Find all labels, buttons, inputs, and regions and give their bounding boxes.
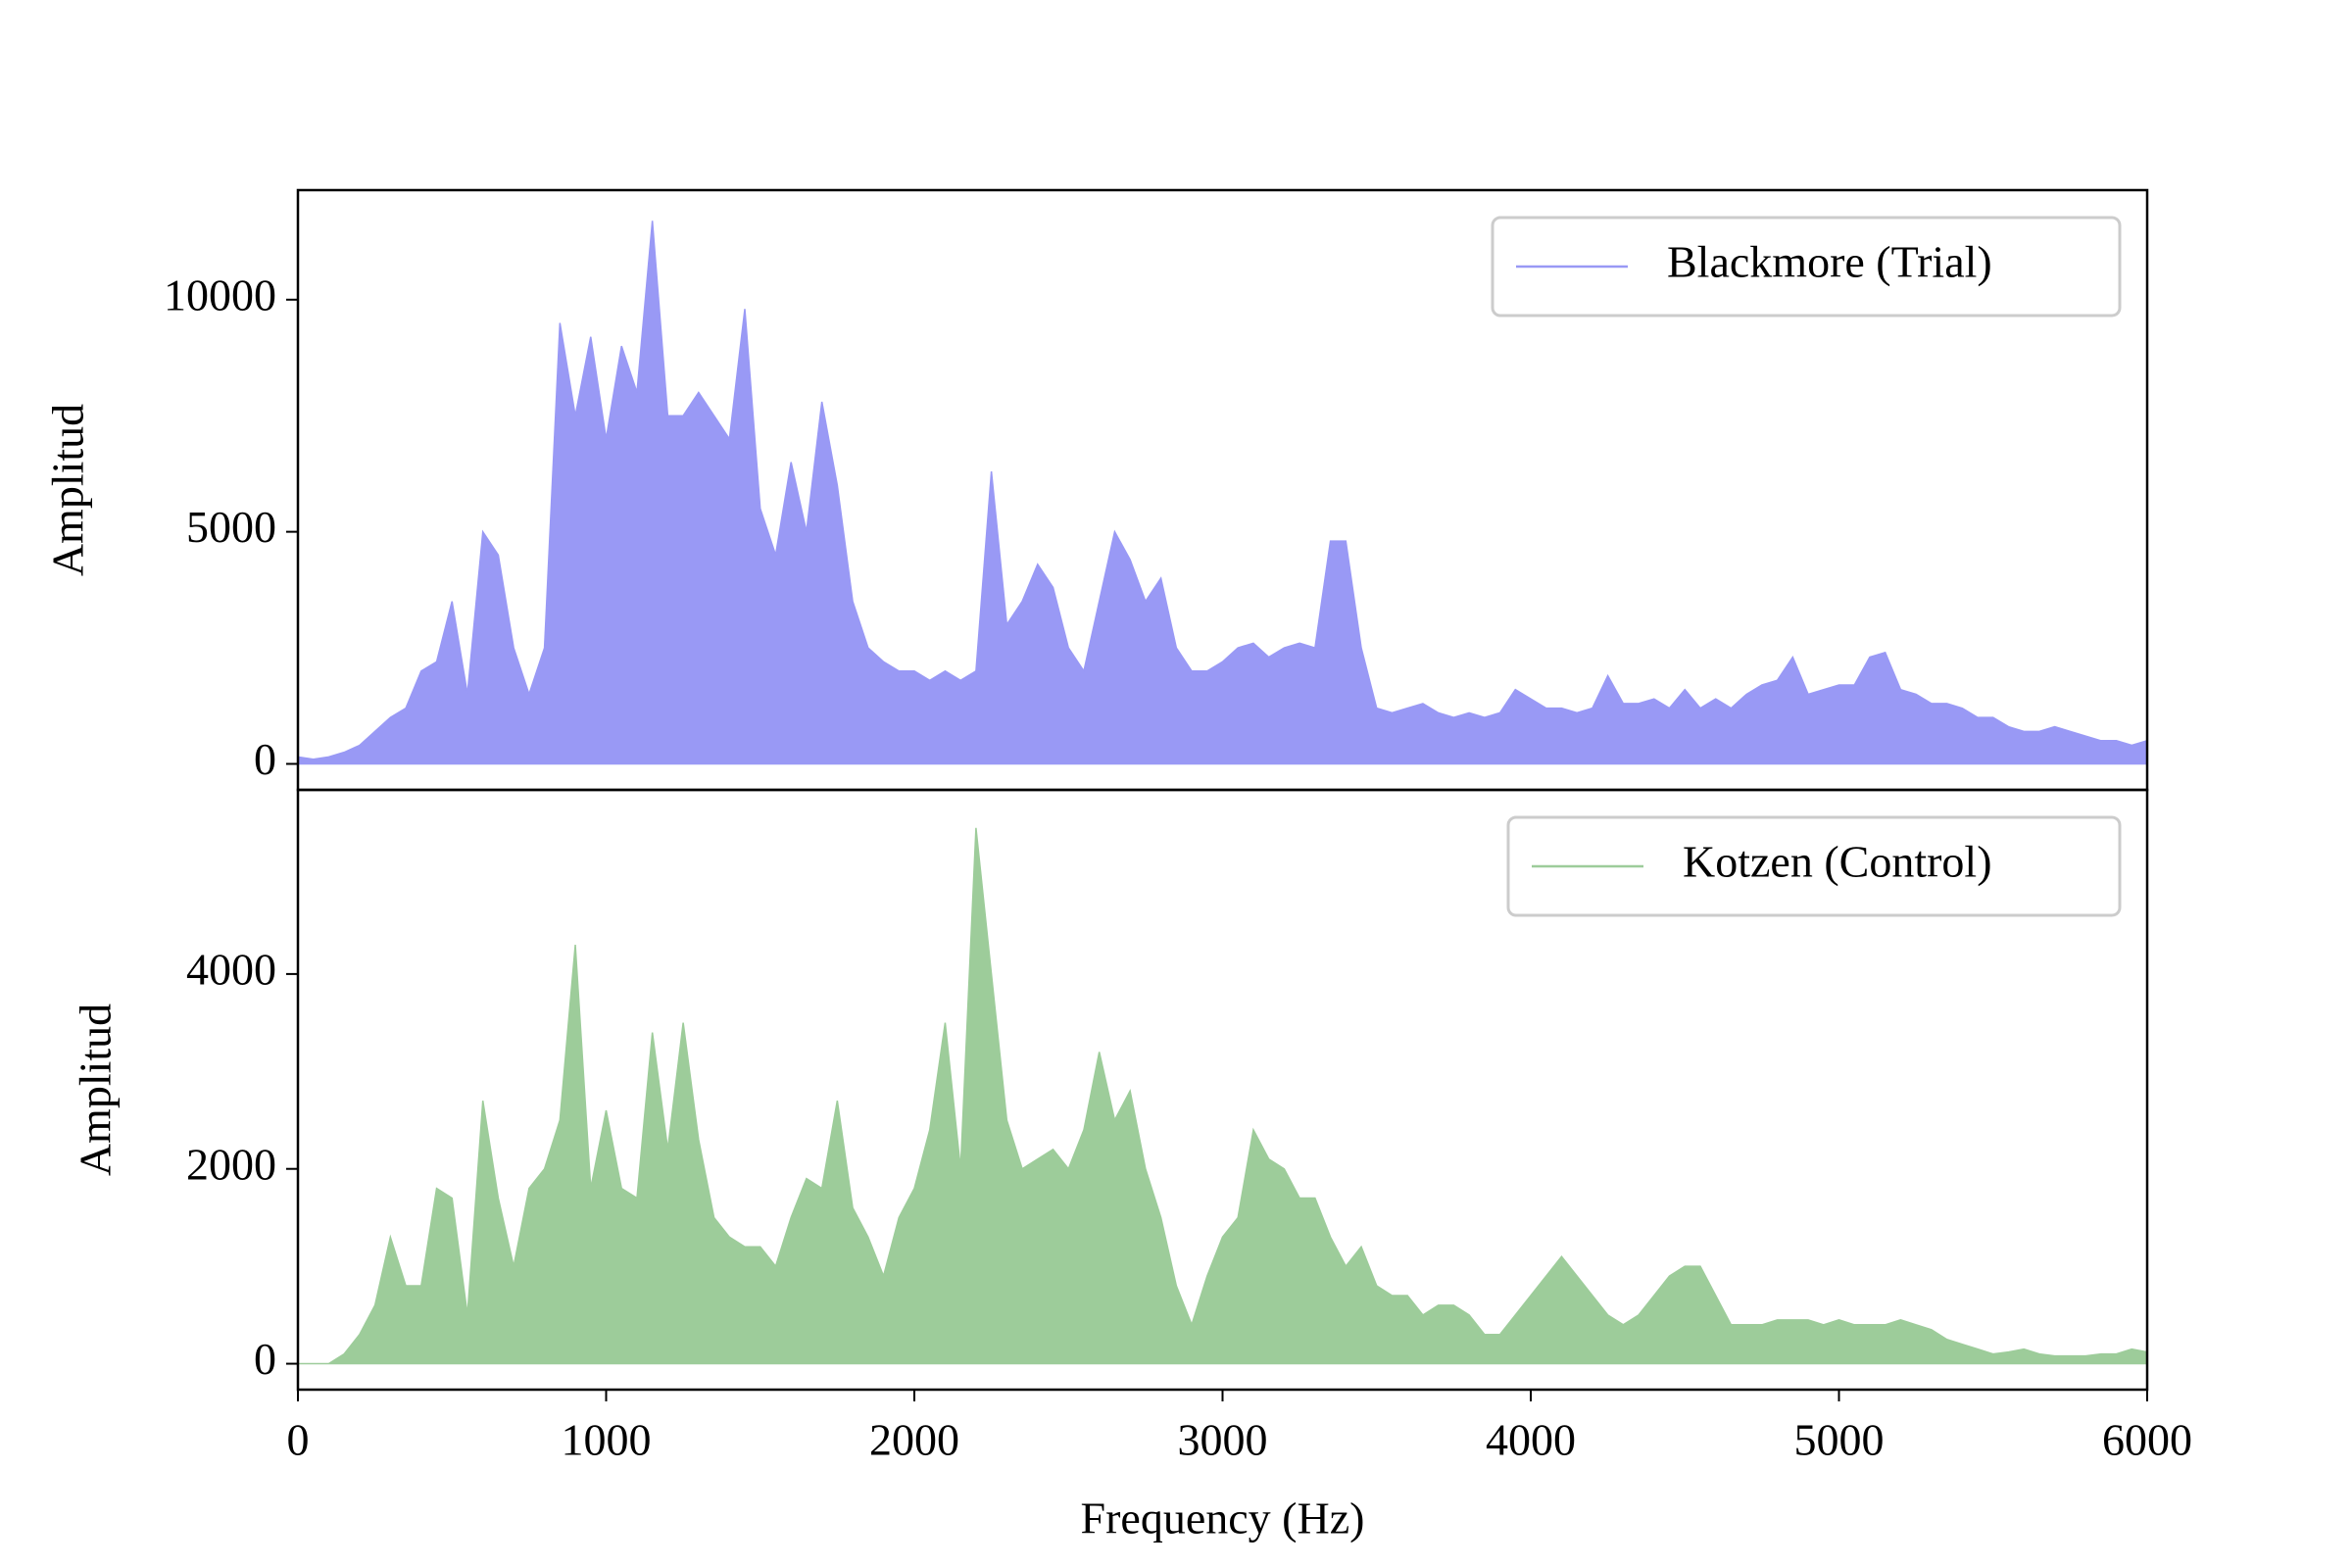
x-tick-label: 4000 — [1486, 1415, 1576, 1465]
area-fill — [298, 827, 2147, 1365]
legend-box — [1491, 216, 2122, 318]
y-axis-label: Amplitud — [71, 1004, 121, 1176]
legend-label: Blackmore (Trial) — [1667, 237, 1992, 287]
x-tick-label: 2000 — [869, 1415, 959, 1465]
area-fill — [298, 220, 2147, 765]
legend-box — [1506, 815, 2122, 917]
legend-label: Kotzen (Control) — [1683, 837, 1992, 887]
axes-frame — [296, 788, 2149, 1392]
plot-area — [298, 827, 2147, 1365]
y-tick-label: 0 — [254, 1334, 276, 1384]
y-tick-label: 5000 — [186, 502, 276, 552]
x-tick-label: 0 — [287, 1415, 310, 1465]
x-tick-label: 1000 — [562, 1415, 652, 1465]
y-axis-label: Amplitud — [43, 404, 93, 576]
x-tick-label: 5000 — [1794, 1415, 1885, 1465]
plot-area — [298, 220, 2147, 765]
y-tick-label: 0 — [254, 734, 276, 784]
x-tick-label: 3000 — [1178, 1415, 1268, 1465]
x-axis-label: Frequency (Hz) — [1081, 1494, 1365, 1544]
y-tick-label: 10000 — [164, 270, 276, 319]
y-tick-label: 2000 — [186, 1139, 276, 1189]
y-tick-label: 4000 — [186, 944, 276, 994]
x-tick-label: 6000 — [2102, 1415, 2192, 1465]
